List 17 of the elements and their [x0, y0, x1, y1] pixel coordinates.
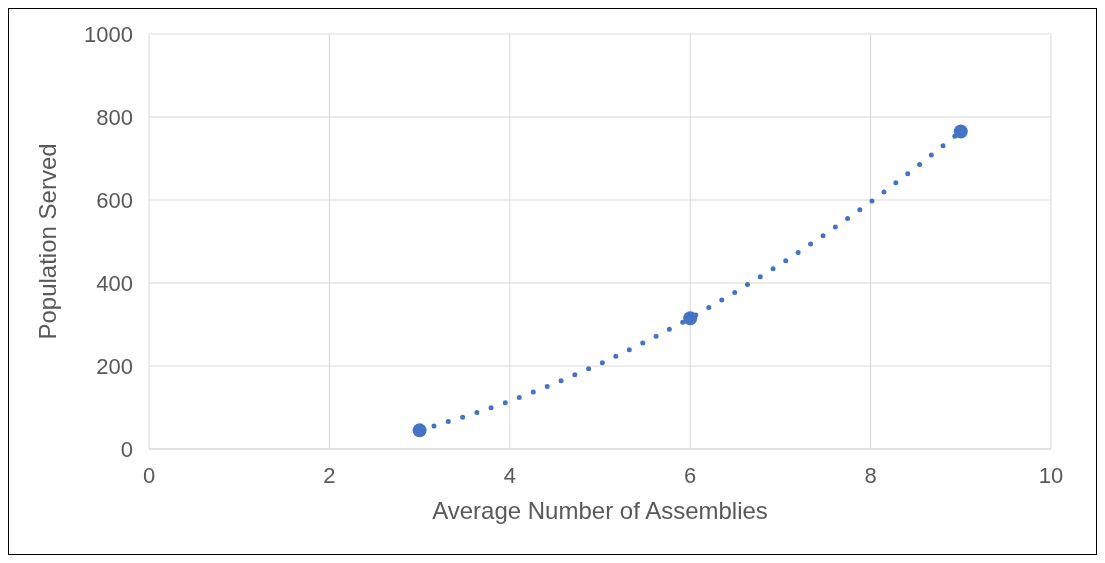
x-tick-label: 4	[503, 462, 516, 488]
y-tick-label: 400	[96, 270, 133, 296]
x-tick-label: 10	[1038, 462, 1064, 488]
y-tick-label: 0	[120, 436, 133, 462]
x-axis-title: Average Number of Assemblies	[432, 497, 768, 524]
point	[412, 423, 427, 438]
y-tick-label: 1000	[84, 21, 133, 47]
y-tick-label: 200	[96, 353, 133, 379]
x-tick-label: 2	[323, 462, 336, 488]
y-tick-label: 600	[96, 187, 133, 213]
y-axis-title: Population Served	[33, 143, 61, 340]
point	[683, 311, 698, 326]
y-tick-label: 800	[96, 104, 133, 130]
point	[953, 124, 968, 139]
x-tick-label: 0	[142, 462, 156, 488]
x-tick-label: 8	[864, 462, 877, 488]
x-tick-label: 6	[684, 462, 697, 488]
